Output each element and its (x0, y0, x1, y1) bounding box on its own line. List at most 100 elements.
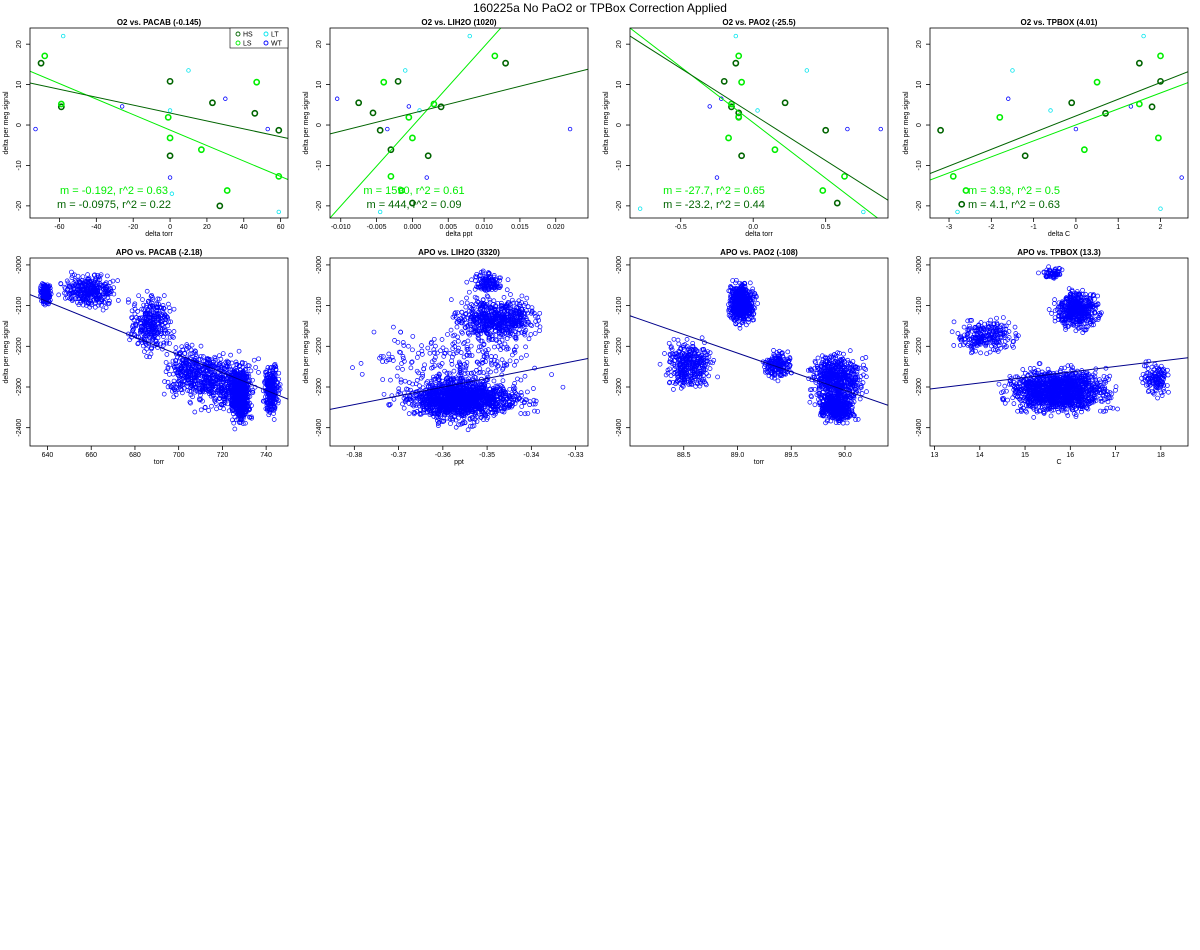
data-point (507, 302, 513, 307)
data-point (144, 354, 150, 359)
data-point (169, 334, 175, 339)
data-point (496, 403, 501, 409)
data-point (485, 400, 491, 406)
panel-4: O2 vs. TPBOX (4.01)-3 -2 -1 0 1 2-20-1001020d… (903, 18, 1189, 238)
data-point (198, 353, 204, 359)
data-point (207, 357, 213, 362)
data-point (160, 342, 166, 348)
data-point (728, 103, 735, 111)
data-point (60, 33, 66, 39)
data-point (115, 298, 121, 303)
data-point (217, 361, 223, 366)
plot-area (30, 269, 288, 432)
data-point (237, 387, 242, 392)
data-point (99, 297, 104, 303)
data-point (1093, 78, 1101, 86)
data-point (272, 361, 278, 367)
data-point (509, 297, 515, 303)
panel-5: APO vs. PACAB (-2.18)640 660 680 700 720 740-… (3, 248, 289, 466)
data-point (78, 290, 83, 295)
data-point (140, 325, 146, 330)
x-axis-label: delta torr (745, 231, 773, 238)
data-point (405, 113, 413, 121)
fit-line (630, 28, 879, 218)
legend-box (229, 27, 289, 49)
plot-area (930, 33, 1188, 215)
data-point (533, 313, 538, 319)
data-point (57, 103, 65, 111)
data-point (435, 414, 441, 420)
data-point (58, 281, 64, 286)
data-point (256, 370, 261, 375)
data-point (462, 395, 468, 401)
data-point (421, 410, 426, 416)
legend-marker (263, 31, 269, 37)
data-point (248, 368, 254, 374)
x-tick-label: 0.015 (511, 224, 529, 231)
data-point (531, 397, 537, 403)
data-point (459, 309, 465, 315)
data-point (142, 314, 148, 320)
data-point (152, 333, 158, 339)
data-point (407, 396, 413, 402)
data-point (508, 306, 514, 312)
data-point (115, 278, 121, 283)
data-point (226, 408, 232, 414)
data-point (131, 326, 136, 332)
data-point (168, 319, 173, 325)
x-tick-label: 740 (260, 452, 272, 459)
data-point (479, 323, 485, 329)
data-point (459, 300, 465, 306)
data-point (33, 126, 38, 132)
data-point (173, 345, 179, 350)
data-point (492, 389, 497, 395)
data-point (81, 297, 87, 303)
data-point (424, 152, 432, 160)
data-point (525, 389, 530, 395)
data-point (525, 310, 530, 316)
data-point (253, 78, 261, 86)
data-point (497, 316, 503, 322)
data-point (158, 341, 163, 347)
panel-title: APO vs. PACAB (-2.18) (116, 248, 203, 257)
data-point (387, 172, 395, 180)
data-point (511, 388, 517, 394)
data-point (1141, 33, 1146, 39)
data-point (461, 314, 467, 320)
data-point (208, 363, 214, 368)
data-point (962, 187, 970, 194)
data-point (47, 283, 53, 289)
x-tick-label: -0.010 (331, 224, 351, 231)
data-point (406, 401, 412, 406)
data-point (96, 302, 101, 308)
data-point (84, 289, 90, 295)
data-point (169, 191, 175, 196)
data-point (502, 309, 507, 315)
x-tick-label: -0.34 (523, 452, 539, 459)
data-point (264, 368, 270, 373)
x-tick-label: 0 (1074, 224, 1078, 231)
y-tick-label: 20 (616, 40, 623, 48)
data-point (501, 295, 507, 300)
data-point (489, 305, 495, 311)
data-point (512, 381, 518, 386)
data-point (222, 397, 228, 403)
y-tick-label: -20 (316, 201, 323, 211)
data-point (167, 175, 173, 180)
data-point (385, 126, 390, 132)
data-point (71, 286, 77, 292)
data-point (163, 317, 169, 323)
data-point (159, 331, 164, 337)
y-tick-label: -2200 (16, 337, 23, 355)
data-point (200, 386, 206, 392)
x-tick-label: -0.37 (391, 452, 407, 459)
data-point (216, 362, 222, 367)
panel-title: O2 vs. TPBOX (4.01) (1021, 18, 1098, 27)
data-point (492, 386, 498, 392)
data-point (141, 334, 147, 340)
data-point (441, 407, 446, 413)
data-point (733, 33, 739, 39)
data-point (226, 394, 231, 400)
legend-label: LT (271, 32, 279, 39)
data-point (386, 402, 392, 407)
